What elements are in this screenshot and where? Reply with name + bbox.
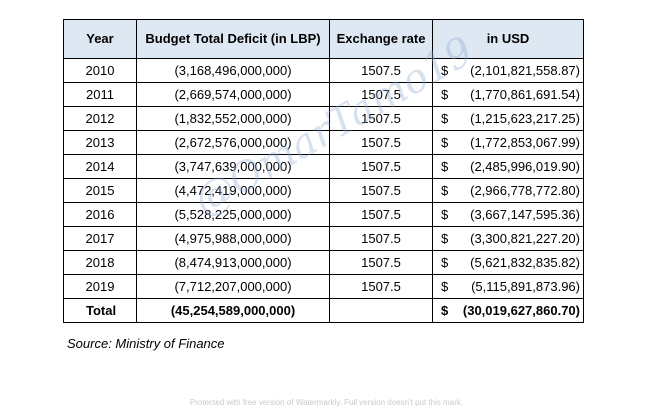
total-usd: (30,019,627,860.70) bbox=[462, 303, 580, 318]
year-cell: 2018 bbox=[63, 250, 137, 275]
usd-amount: (5,621,832,835.82) bbox=[470, 255, 580, 270]
usd-cell: $ (1,215,623,217.25) bbox=[432, 106, 584, 131]
usd-amount: (3,667,147,595.36) bbox=[470, 207, 580, 222]
total-label: Total bbox=[63, 298, 137, 323]
table-row: 2011 (2,669,574,000,000) 1507.5 $ (1,770,861… bbox=[63, 82, 584, 107]
currency-symbol: $ bbox=[441, 303, 449, 318]
lbp-cell: (3,168,496,000,000) bbox=[136, 58, 330, 83]
currency-symbol: $ bbox=[441, 207, 449, 222]
rate-cell: 1507.5 bbox=[329, 274, 433, 299]
total-usd-cell: $ (30,019,627,860.70) bbox=[432, 298, 584, 323]
table-row: 2018 (8,474,913,000,000) 1507.5 $ (5,621,832… bbox=[63, 250, 584, 275]
year-cell: 2017 bbox=[63, 226, 137, 251]
header-row: Year Budget Total Deficit (in LBP) Excha… bbox=[63, 19, 584, 59]
lbp-cell: (4,975,988,000,000) bbox=[136, 226, 330, 251]
usd-amount: (2,485,996,019.90) bbox=[470, 159, 580, 174]
rate-cell: 1507.5 bbox=[329, 226, 433, 251]
rate-cell: 1507.5 bbox=[329, 202, 433, 227]
currency-symbol: $ bbox=[441, 159, 449, 174]
usd-amount: (1,772,853,067.99) bbox=[470, 135, 580, 150]
lbp-cell: (4,472,419,000,000) bbox=[136, 178, 330, 203]
usd-amount: (2,101,821,558.87) bbox=[470, 63, 580, 78]
usd-cell: $ (1,770,861,691.54) bbox=[432, 82, 584, 107]
lbp-cell: (2,669,574,000,000) bbox=[136, 82, 330, 107]
usd-cell: $ (3,300,821,227.20) bbox=[432, 226, 584, 251]
total-lbp: (45,254,589,000,000) bbox=[136, 298, 330, 323]
lbp-cell: (3,747,639,000,000) bbox=[136, 154, 330, 179]
header-usd: in USD bbox=[432, 19, 584, 59]
usd-cell: $ (3,667,147,595.36) bbox=[432, 202, 584, 227]
table-row: 2015 (4,472,419,000,000) 1507.5 $ (2,966,778… bbox=[63, 178, 584, 203]
header-rate: Exchange rate bbox=[329, 19, 433, 59]
usd-amount: (1,770,861,691.54) bbox=[470, 87, 580, 102]
usd-cell: $ (2,101,821,558.87) bbox=[432, 58, 584, 83]
usd-cell: $ (2,966,778,772.80) bbox=[432, 178, 584, 203]
rate-cell: 1507.5 bbox=[329, 58, 433, 83]
table-row: 2019 (7,712,207,000,000) 1507.5 $ (5,115,891… bbox=[63, 274, 584, 299]
table-row: 2010 (3,168,496,000,000) 1507.5 $ (2,101,821… bbox=[63, 58, 584, 83]
year-cell: 2011 bbox=[63, 82, 137, 107]
rate-cell: 1507.5 bbox=[329, 106, 433, 131]
table-row: 2012 (1,832,552,000,000) 1507.5 $ (1,215,623… bbox=[63, 106, 584, 131]
lbp-cell: (8,474,913,000,000) bbox=[136, 250, 330, 275]
year-cell: 2014 bbox=[63, 154, 137, 179]
table-row: 2013 (2,672,576,000,000) 1507.5 $ (1,772,853… bbox=[63, 130, 584, 155]
year-cell: 2016 bbox=[63, 202, 137, 227]
currency-symbol: $ bbox=[441, 279, 449, 294]
currency-symbol: $ bbox=[441, 87, 449, 102]
lbp-cell: (2,672,576,000,000) bbox=[136, 130, 330, 155]
usd-amount: (3,300,821,227.20) bbox=[470, 231, 580, 246]
footer-note: Protected with free version of Watermark… bbox=[189, 398, 464, 407]
currency-symbol: $ bbox=[441, 183, 449, 198]
year-cell: 2015 bbox=[63, 178, 137, 203]
total-rate bbox=[329, 298, 433, 323]
currency-symbol: $ bbox=[441, 111, 449, 126]
header-lbp: Budget Total Deficit (in LBP) bbox=[136, 19, 330, 59]
currency-symbol: $ bbox=[441, 231, 449, 246]
usd-amount: (5,115,891,873.96) bbox=[471, 279, 580, 294]
table-row: 2014 (3,747,639,000,000) 1507.5 $ (2,485,996… bbox=[63, 154, 584, 179]
lbp-cell: (7,712,207,000,000) bbox=[136, 274, 330, 299]
usd-cell: $ (5,621,832,835.82) bbox=[432, 250, 584, 275]
rate-cell: 1507.5 bbox=[329, 82, 433, 107]
usd-cell: $ (2,485,996,019.90) bbox=[432, 154, 584, 179]
total-row: Total (45,254,589,000,000) $ (30,019,627… bbox=[63, 298, 584, 323]
usd-cell: $ (5,115,891,873.96) bbox=[432, 274, 584, 299]
year-cell: 2010 bbox=[63, 58, 137, 83]
currency-symbol: $ bbox=[441, 135, 449, 150]
year-cell: 2019 bbox=[63, 274, 137, 299]
deficit-table: Year Budget Total Deficit (in LBP) Excha… bbox=[63, 19, 584, 323]
year-cell: 2013 bbox=[63, 130, 137, 155]
rate-cell: 1507.5 bbox=[329, 130, 433, 155]
year-cell: 2012 bbox=[63, 106, 137, 131]
usd-amount: (2,966,778,772.80) bbox=[470, 183, 580, 198]
rate-cell: 1507.5 bbox=[329, 250, 433, 275]
source-note: Source: Ministry of Finance bbox=[67, 336, 225, 351]
rate-cell: 1507.5 bbox=[329, 178, 433, 203]
currency-symbol: $ bbox=[441, 63, 449, 78]
usd-amount: (1,215,623,217.25) bbox=[470, 111, 580, 126]
usd-cell: $ (1,772,853,067.99) bbox=[432, 130, 584, 155]
lbp-cell: (1,832,552,000,000) bbox=[136, 106, 330, 131]
lbp-cell: (5,528,225,000,000) bbox=[136, 202, 330, 227]
currency-symbol: $ bbox=[441, 255, 449, 270]
header-year: Year bbox=[63, 19, 137, 59]
table-row: 2017 (4,975,988,000,000) 1507.5 $ (3,300,821… bbox=[63, 226, 584, 251]
table-row: 2016 (5,528,225,000,000) 1507.5 $ (3,667,147… bbox=[63, 202, 584, 227]
rate-cell: 1507.5 bbox=[329, 154, 433, 179]
